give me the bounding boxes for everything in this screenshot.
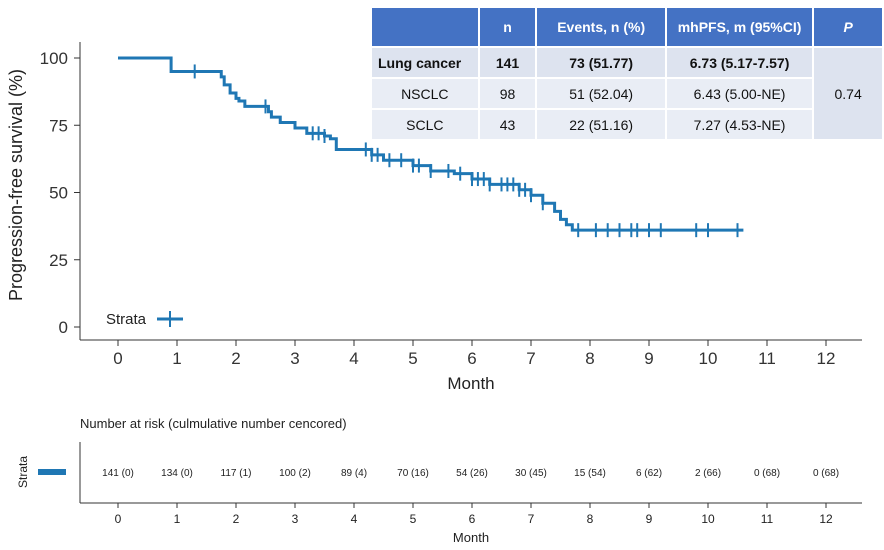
legend: Strata [106, 311, 183, 328]
stats-header-mhpfs: mhPFS, m (95%CI) [666, 8, 813, 46]
km-curve-group [118, 56, 744, 232]
risk-table: Number at risk (culmulative number cenco… [16, 416, 862, 545]
risk-value: 0 (68) [754, 468, 780, 479]
km-survival-curve [118, 56, 744, 232]
risk-tick-label: 6 [469, 512, 476, 526]
risk-value: 89 (4) [341, 468, 367, 479]
x-tick-label: 5 [408, 349, 417, 368]
risk-x-axis-label: Month [453, 530, 489, 545]
stats-cell: NSCLC [372, 79, 478, 108]
x-tick-label: 12 [817, 349, 836, 368]
risk-tick-label: 11 [761, 512, 774, 526]
risk-ticks-group: 0 1 2 3 4 5 6 7 8 9 10 11 12 [115, 503, 833, 526]
stats-cell: 7.27 (4.53-NE) [666, 110, 813, 139]
stats-cell: SCLC [372, 110, 478, 139]
stats-header-p: P [814, 8, 882, 46]
risk-table-title: Number at risk (culmulative number cenco… [80, 416, 347, 431]
risk-tick-label: 5 [410, 512, 417, 526]
x-tick-label: 6 [467, 349, 476, 368]
risk-value: 70 (16) [397, 468, 429, 479]
risk-row-label: Strata [16, 456, 30, 488]
y-tick-label: 0 [59, 318, 68, 337]
km-censor-group [193, 64, 739, 238]
stats-p-value: 0.74 [814, 48, 882, 139]
risk-tick-label: 10 [701, 512, 715, 526]
x-tick-label: 1 [172, 349, 181, 368]
stats-row-nsclc: NSCLC 98 51 (52.04) 6.43 (5.00-NE) [372, 79, 882, 108]
stats-row-lung-cancer: Lung cancer 141 73 (51.77) 6.73 (5.17-7.… [372, 48, 882, 139]
stats-row-sclc: SCLC 43 22 (51.16) 7.27 (4.53-NE) [372, 110, 882, 139]
stats-cell: 73 (51.77) [537, 48, 665, 77]
y-axis-label: Progression-free survival (%) [6, 69, 26, 301]
risk-value: 100 (2) [279, 468, 311, 479]
risk-value: 117 (1) [221, 468, 252, 479]
y-tick-label: 100 [40, 49, 68, 68]
risk-value: 141 (0) [102, 468, 134, 479]
stats-cell: 98 [479, 79, 536, 108]
stats-table: n Events, n (%) mhPFS, m (95%CI) P Lung … [370, 6, 884, 141]
legend-label: Strata [106, 311, 147, 328]
stats-cell: 141 [479, 48, 536, 77]
risk-tick-label: 4 [351, 512, 358, 526]
stats-cell: 51 (52.04) [537, 79, 665, 108]
risk-tick-label: 12 [819, 512, 833, 526]
x-tick-label: 8 [585, 349, 594, 368]
stats-cell: 22 (51.16) [537, 110, 665, 139]
risk-tick-label: 9 [646, 512, 653, 526]
risk-tick-label: 7 [528, 512, 535, 526]
risk-tick-label: 1 [174, 512, 181, 526]
stats-header-blank [372, 8, 478, 46]
stats-cell: 6.73 (5.17-7.57) [666, 48, 813, 77]
risk-value: 2 (66) [695, 468, 721, 479]
x-tick-label: 10 [699, 349, 718, 368]
stats-header-events: Events, n (%) [537, 8, 665, 46]
x-tick-label: 4 [349, 349, 358, 368]
x-tick-label: 7 [526, 349, 535, 368]
risk-tick-label: 8 [587, 512, 594, 526]
risk-value: 0 (68) [813, 468, 839, 479]
y-tick-label: 75 [49, 116, 68, 135]
x-tick-label: 0 [113, 349, 122, 368]
y-tick-label: 50 [49, 184, 68, 203]
risk-values-group: 141 (0) 134 (0) 117 (1) 100 (2) 89 (4) 70 (16… [102, 468, 839, 479]
stats-header-row: n Events, n (%) mhPFS, m (95%CI) P [372, 8, 882, 46]
risk-value: 134 (0) [161, 468, 193, 479]
risk-tick-label: 2 [233, 512, 240, 526]
risk-tick-label: 0 [115, 512, 122, 526]
stats-cell: 6.43 (5.00-NE) [666, 79, 813, 108]
risk-value: 15 (54) [574, 468, 606, 479]
x-tick-label: 9 [644, 349, 653, 368]
stats-header-n: n [479, 8, 536, 46]
stats-cell: 43 [479, 110, 536, 139]
x-tick-label: 2 [231, 349, 240, 368]
risk-value: 54 (26) [456, 468, 488, 479]
risk-color-key [38, 469, 66, 475]
risk-value: 6 (62) [636, 468, 662, 479]
risk-value: 30 (45) [515, 468, 547, 479]
x-tick-label: 3 [290, 349, 299, 368]
stats-cell: Lung cancer [372, 48, 478, 77]
y-tick-label: 25 [49, 251, 68, 270]
risk-tick-label: 3 [292, 512, 299, 526]
x-tick-label: 11 [758, 349, 776, 368]
x-axis-label: Month [447, 374, 494, 393]
